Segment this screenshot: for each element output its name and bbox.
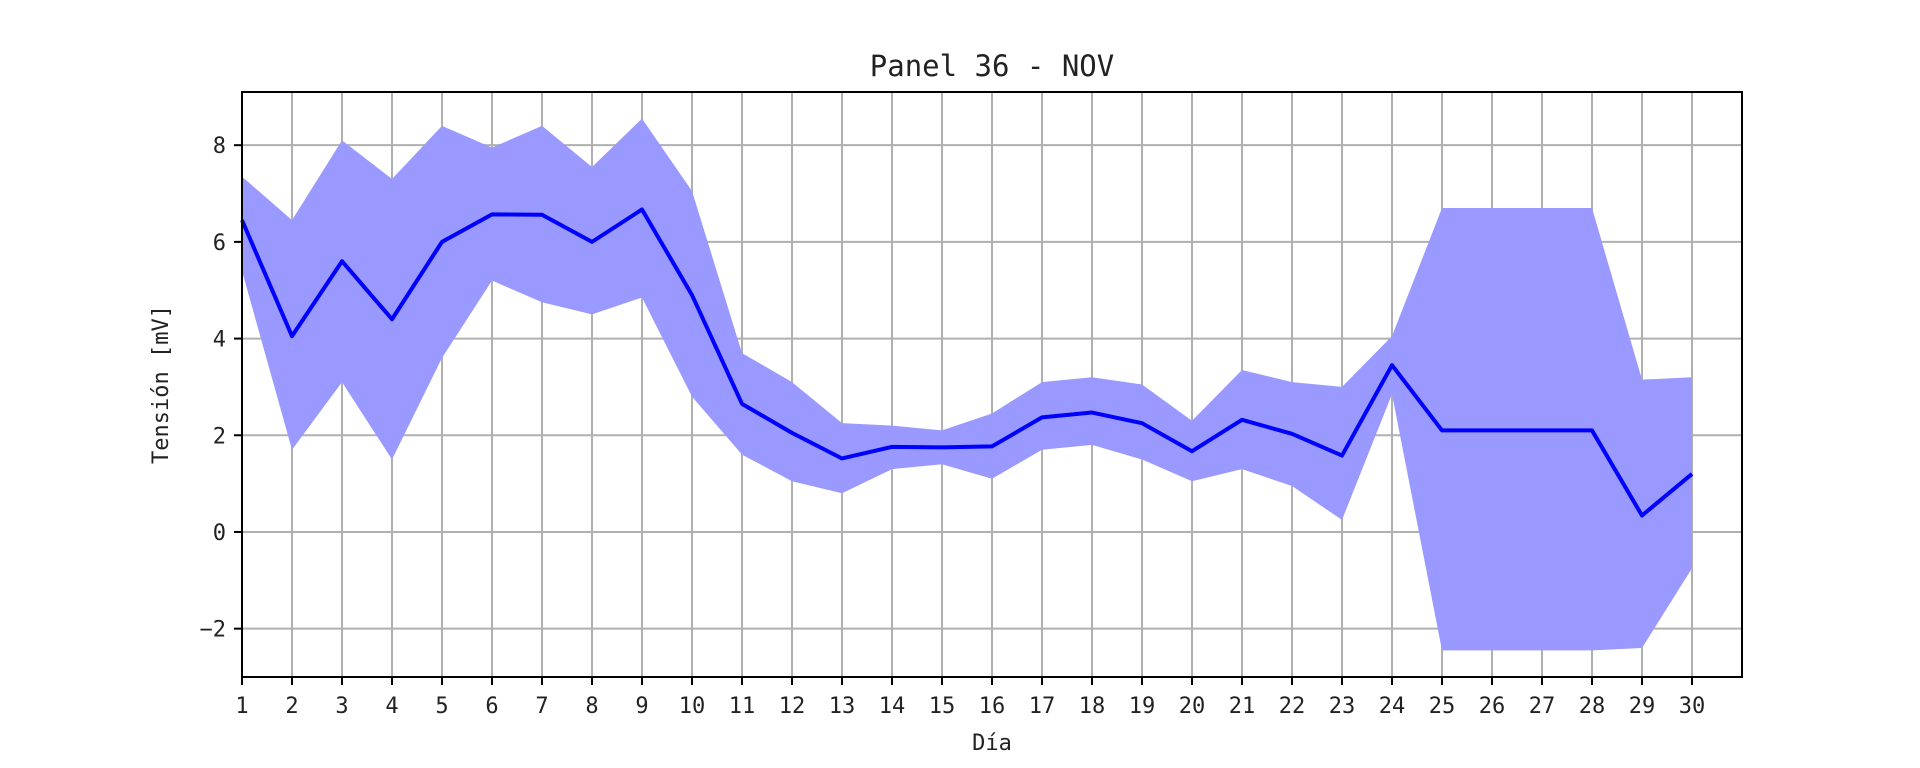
x-tick-label: 18 [1079,694,1106,719]
x-tick-label: 5 [435,694,448,719]
chart-title: Panel 36 - NOV [870,49,1114,83]
x-tick-label: 28 [1579,694,1606,719]
x-tick-label: 17 [1029,694,1056,719]
x-tick-label: 12 [779,694,806,719]
x-tick-label: 11 [729,694,756,719]
x-tick-label: 16 [979,694,1006,719]
x-tick-label: 15 [929,694,956,719]
y-tick-label: 0 [213,521,226,546]
x-tick-label: 25 [1429,694,1456,719]
x-tick-label: 2 [285,694,298,719]
x-tick-label: 14 [879,694,906,719]
x-tick-label: 7 [535,694,548,719]
x-tick-label: 22 [1279,694,1306,719]
x-tick-label: 1 [235,694,248,719]
x-tick-label: 30 [1679,694,1706,719]
x-tick-label: 6 [485,694,498,719]
x-tick-label: 24 [1379,694,1406,719]
x-tick-label: 27 [1529,694,1556,719]
series-line [240,207,1694,518]
y-tick-label: 2 [213,424,226,449]
x-tick-label: 3 [335,694,348,719]
y-axis: −2 0 2 4 6 8 [200,134,242,643]
x-tick-label: 8 [585,694,598,719]
x-tick-label: 23 [1329,694,1356,719]
y-tick-label: 4 [213,328,226,353]
x-axis: 1 2 3 4 5 6 7 8 9 10 11 12 13 14 15 16 17 18 19 20 21 22 23 24 2… [235,677,1705,719]
y-tick-label: 8 [213,134,226,159]
x-tick-label: 10 [679,694,706,719]
y-axis-label: Tensión [mV] [149,305,174,464]
x-tick-label: 29 [1629,694,1656,719]
x-axis-label: Día [972,731,1012,756]
y-tick-label: 6 [213,231,226,256]
series-band [242,118,1692,651]
x-tick-label: 19 [1129,694,1156,719]
x-tick-label: 21 [1229,694,1256,719]
x-tick-label: 9 [635,694,648,719]
x-tick-label: 20 [1179,694,1206,719]
y-tick-label: −2 [200,618,227,643]
x-tick-label: 13 [829,694,856,719]
x-tick-label: 4 [385,694,398,719]
x-tick-label: 26 [1479,694,1506,719]
